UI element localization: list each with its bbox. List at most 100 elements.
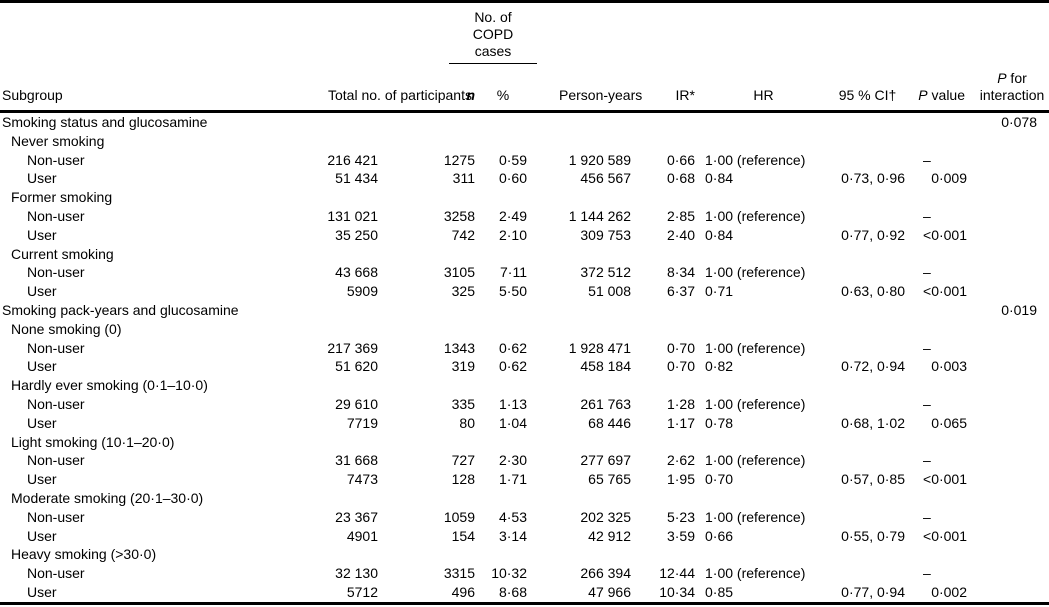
ci-cell	[830, 564, 905, 583]
p-interaction-cell	[967, 508, 1049, 527]
table-row: Smoking pack-years and glucosamine 0·019	[0, 301, 1049, 320]
table-row: Moderate smoking (20·1–30·0)	[0, 489, 1049, 508]
col-header-percent: %	[477, 70, 529, 113]
hr-cell: 0·84	[705, 170, 734, 187]
ir-cell	[633, 132, 697, 151]
copd-n-cell: 742	[451, 226, 475, 243]
col-header-ir: IR*	[633, 70, 697, 113]
col-header-hr: HR	[697, 70, 830, 113]
table-row: Non-user 31 668 727 2·30 277 697 2·62 1·…	[0, 451, 1049, 470]
p-interaction-cell	[967, 226, 1049, 245]
ir-cell	[633, 489, 697, 508]
p-interaction-cell	[967, 433, 1049, 452]
ci-cell: 0·68, 1·02	[841, 414, 905, 431]
table-row: Never smoking	[0, 132, 1049, 151]
ir-cell: 5·23	[666, 508, 695, 525]
total-participants-cell: 23 367	[335, 508, 378, 525]
total-participants-cell: 35 250	[335, 226, 378, 243]
p-interaction-italic-p: P	[997, 70, 1007, 86]
total-participants-cell: 7719	[346, 414, 378, 431]
ci-cell	[830, 508, 905, 527]
total-participants-cell	[272, 245, 380, 264]
p-value-cell: –	[923, 395, 931, 412]
ci-cell	[830, 301, 905, 320]
person-years-cell	[529, 132, 633, 151]
ci-cell: 0·77, 0·92	[841, 226, 905, 243]
total-participants-cell: 5909	[346, 283, 378, 300]
hr-cell: 1·00 (reference)	[705, 452, 806, 469]
total-participants-cell	[272, 545, 380, 564]
hr-cell: 1·00 (reference)	[705, 207, 806, 224]
subgroup-cell: None smoking (0)	[11, 320, 122, 337]
copd-percent-cell: 3·14	[498, 527, 527, 544]
copd-n-cell: 128	[451, 471, 475, 488]
total-participants-cell	[272, 188, 380, 207]
copd-percent-cell: 0·60	[498, 170, 527, 187]
p-value-cell	[905, 489, 967, 508]
copd-percent-cell: 0·59	[498, 151, 527, 168]
person-years-cell: 68 446	[588, 414, 631, 431]
ci-cell	[830, 245, 905, 264]
column-header-row: Subgroup Total no. of participants n % P…	[0, 70, 1049, 113]
ir-cell: 2·40	[666, 226, 695, 243]
hr-cell: 1·00 (reference)	[705, 151, 806, 168]
ir-cell: 0·66	[666, 151, 695, 168]
ci-cell: 0·73, 0·96	[841, 170, 905, 187]
p-value-cell: <0·001	[923, 226, 967, 243]
total-participants-cell	[272, 489, 380, 508]
person-years-cell: 202 325	[580, 508, 631, 525]
copd-n-cell	[380, 433, 477, 452]
copd-n-cell	[380, 245, 477, 264]
ir-cell: 1·17	[666, 414, 695, 431]
ci-cell	[830, 489, 905, 508]
copd-percent-cell: 2·10	[498, 226, 527, 243]
ci-cell	[830, 188, 905, 207]
p-value-cell	[905, 320, 967, 339]
table-row: Current smoking	[0, 245, 1049, 264]
ci-cell	[830, 339, 905, 358]
subgroup-cell: Smoking status and glucosamine	[2, 114, 208, 130]
table-row: Non-user 29 610 335 1·13 261 763 1·28 1·…	[0, 395, 1049, 414]
p-value-cell: –	[923, 339, 931, 356]
hr-cell	[697, 188, 830, 207]
ir-cell	[633, 188, 697, 207]
copd-cases-header: No. of COPD cases	[472, 9, 514, 59]
subgroup-cell: Smoking pack-years and glucosamine	[2, 301, 239, 318]
ci-cell	[830, 451, 905, 470]
person-years-cell: 42 912	[588, 527, 631, 544]
p-interaction-cell	[967, 282, 1049, 301]
subgroup-cell: Current smoking	[11, 245, 114, 262]
person-years-cell	[529, 320, 633, 339]
total-participants-cell: 43 668	[335, 264, 378, 281]
hr-cell: 1·00 (reference)	[705, 264, 806, 281]
copd-percent-cell	[477, 301, 529, 320]
copd-n-cell: 727	[451, 452, 475, 469]
table-row: User 7719 80 1·04 68 446 1·17 0·78 0·68,…	[0, 414, 1049, 433]
table-row: User 7473 128 1·71 65 765 1·95 0·70 0·57…	[0, 470, 1049, 489]
subgroup-cell: Hardly ever smoking (0·1–10·0)	[11, 377, 208, 394]
table-row: Hardly ever smoking (0·1–10·0)	[0, 376, 1049, 395]
ir-cell: 1·28	[666, 395, 695, 412]
person-years-cell: 1 928 471	[568, 339, 631, 356]
copd-percent-cell: 1·71	[498, 471, 527, 488]
table-row: Non-user 217 369 1343 0·62 1 928 471 0·7…	[0, 339, 1049, 358]
ir-cell	[633, 433, 697, 452]
total-participants-cell: 31 668	[335, 452, 378, 469]
person-years-cell: 456 567	[580, 170, 631, 187]
hr-cell	[697, 320, 830, 339]
subgroup-cell: Non-user	[27, 452, 85, 469]
p-interaction-cell	[967, 489, 1049, 508]
hr-cell	[697, 545, 830, 564]
table-row: Non-user 216 421 1275 0·59 1 920 589 0·6…	[0, 151, 1049, 170]
copd-n-cell	[380, 301, 477, 320]
person-years-cell: 47 966	[588, 583, 631, 600]
p-value-cell: <0·001	[923, 283, 967, 300]
p-interaction-cell: 0·019	[1001, 301, 1037, 318]
person-years-cell	[529, 433, 633, 452]
copd-header-row: No. of COPD cases	[0, 2, 1049, 71]
p-interaction-cell	[967, 320, 1049, 339]
p-value-cell: 0·065	[931, 414, 967, 431]
p-interaction-cell	[967, 564, 1049, 583]
p-interaction-cell	[967, 583, 1049, 603]
